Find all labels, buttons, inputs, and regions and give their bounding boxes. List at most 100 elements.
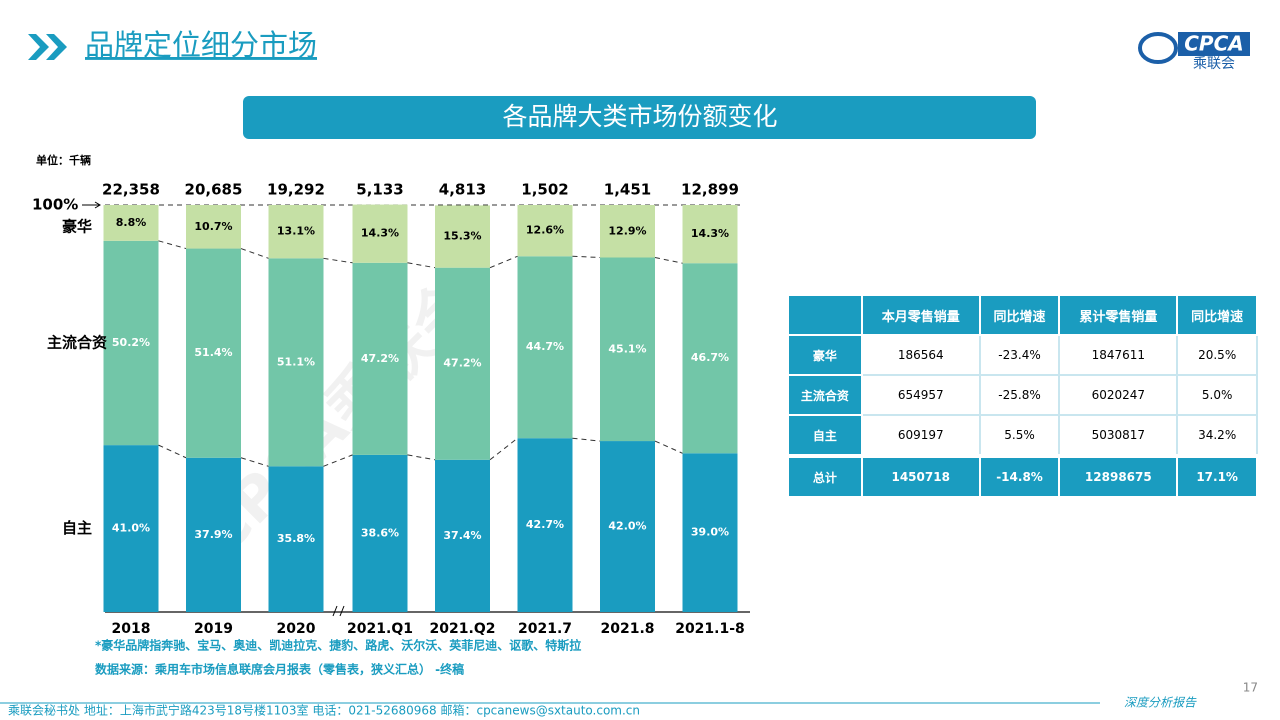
connector [572, 437, 601, 442]
bar-segment [435, 267, 490, 460]
table-cell: 1450718 [860, 454, 981, 498]
bar-segment [186, 457, 241, 612]
table-cell: 主流合资 [787, 374, 863, 416]
table-cell: 17.1% [1176, 454, 1258, 498]
value-label: 38.6% [361, 526, 399, 539]
connector [407, 454, 436, 461]
chart-title: 各品牌大类市场份额变化 [502, 102, 777, 131]
x-tick-label: 2020 [277, 621, 316, 637]
value-label: 50.2% [112, 336, 150, 349]
x-tick-label: 2021.1-8 [675, 621, 745, 637]
table-cell: 6020247 [1058, 374, 1179, 416]
y-tick-label: 100% [32, 196, 78, 214]
table-cell: 自主 [787, 414, 863, 457]
value-label: 42.0% [608, 520, 646, 533]
bar-segment [682, 205, 738, 264]
data-table: 本月零售销量 同比增速 累计零售销量 同比增速 豪华 186564 -23.4% 184761… [787, 294, 1258, 498]
table-cell: 654957 [860, 374, 981, 416]
bar-segment [103, 240, 159, 446]
total-label: 4,813 [439, 181, 486, 199]
total-label: 20,685 [185, 181, 243, 199]
total-label: 19,292 [267, 181, 325, 199]
bar-segment [600, 205, 655, 258]
table-cell: -14.8% [978, 454, 1061, 498]
value-label: 45.1% [608, 342, 646, 355]
bar-segment [103, 445, 159, 612]
bar-segment [186, 205, 241, 249]
connector [489, 437, 518, 461]
table-row: 主流合资 654957 -25.8% 6020247 5.0% [787, 374, 1258, 416]
table-cell: 豪华 [787, 334, 863, 376]
value-label: 51.4% [194, 346, 232, 359]
value-label: 15.3% [443, 230, 481, 243]
value-label: 46.7% [691, 351, 729, 364]
value-label: 47.2% [443, 357, 481, 370]
bar-segment [435, 459, 490, 612]
table-row: 总计 1450718 -14.8% 12898675 17.1% [787, 454, 1258, 498]
footer-address: 乘联会秘书处 地址：上海市武宁路423号18号楼1103室 电话：021-526… [8, 703, 640, 718]
connector [407, 262, 436, 269]
column-header: 同比增速 [978, 294, 1061, 336]
logo-text: CPCA [1184, 32, 1244, 56]
value-label: 10.7% [194, 220, 232, 233]
logo-mark [1138, 32, 1178, 64]
value-label: 41.0% [112, 522, 150, 535]
chart-title-banner [243, 96, 1036, 139]
table-cell: 186564 [860, 334, 981, 376]
value-label: 12.9% [608, 224, 646, 237]
value-label: 51.1% [277, 355, 315, 368]
note: *豪华品牌指奔驰、宝马、奥迪、凯迪拉克、捷豹、路虎、沃尔沃、英菲尼迪、讴歌、特斯… [95, 638, 581, 653]
bar-segment [186, 248, 241, 458]
x-tick-label: 2021.8 [600, 621, 654, 637]
connector [572, 255, 601, 259]
table-cell: 1847611 [1058, 334, 1179, 376]
bar-segment [682, 263, 738, 454]
axis-break [332, 605, 345, 617]
table-row: 自主 609197 5.5% 5030817 34.2% [787, 414, 1258, 457]
table-cell: -25.8% [978, 374, 1061, 416]
logo-sub: 乘联会 [1193, 56, 1235, 72]
bar-segment [352, 204, 408, 263]
table-cell: 总计 [787, 454, 863, 498]
column-header: 累计零售销量 [1058, 294, 1179, 336]
column-header: 本月零售销量 [860, 294, 981, 336]
footer-tag: 深度分析报告 [1124, 696, 1197, 710]
bar-segment [517, 205, 573, 257]
total-label: 12,899 [681, 181, 739, 199]
series-name: 主流合资 [47, 333, 107, 351]
table-row: 豪华 186564 -23.4% 1847611 20.5% [787, 334, 1258, 376]
bar-segment [352, 262, 408, 455]
bar-segment [435, 205, 490, 268]
unit-label: 单位：千辆 [36, 153, 91, 167]
x-tick-label: 2021.Q2 [430, 621, 496, 637]
value-label: 37.4% [443, 529, 481, 542]
page-title: 品牌定位细分市场 [85, 28, 317, 62]
bar-segment [682, 453, 738, 612]
table-cell: -23.4% [978, 334, 1061, 376]
value-label: 12.6% [526, 224, 564, 237]
column-header: 同比增速 [1176, 294, 1258, 336]
x-tick-label: 2021.Q1 [347, 621, 413, 637]
total-label: 22,358 [102, 181, 160, 199]
table-cell: 34.2% [1176, 414, 1258, 457]
connector [158, 240, 187, 250]
value-label: 14.3% [691, 227, 729, 240]
corner-cell [787, 294, 863, 336]
connector [158, 444, 187, 459]
header-icon [28, 34, 67, 60]
table-cell: 20.5% [1176, 334, 1258, 376]
connector [654, 257, 683, 264]
value-label: 37.9% [194, 528, 232, 541]
arrow [82, 201, 101, 209]
connector [240, 248, 269, 259]
value-label: 8.8% [116, 216, 147, 229]
value-label: 14.3% [361, 227, 399, 240]
table-cell: 5030817 [1058, 414, 1179, 457]
total-label: 5,133 [356, 181, 403, 199]
logo-box [1178, 32, 1250, 56]
connector [654, 440, 683, 454]
x-tick-label: 2021.7 [518, 621, 572, 637]
table-cell: 5.0% [1176, 374, 1258, 416]
